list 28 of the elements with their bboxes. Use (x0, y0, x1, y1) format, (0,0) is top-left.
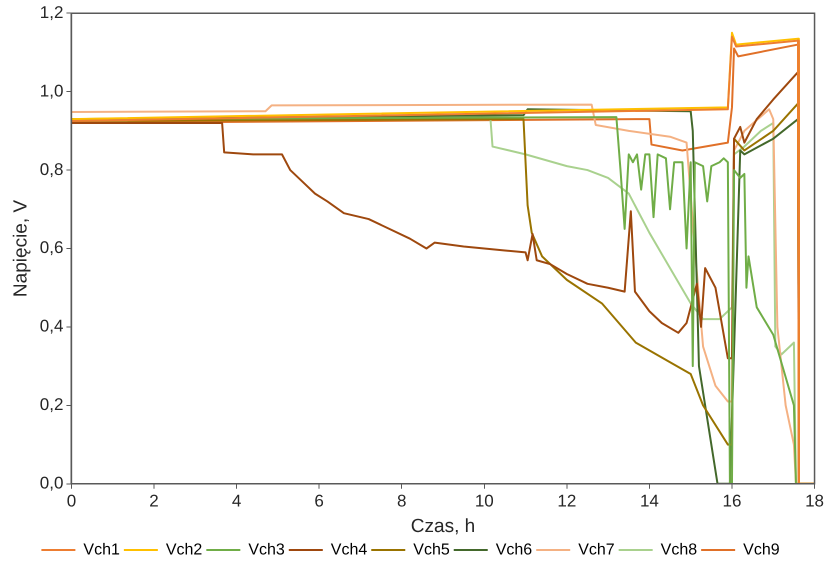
x-tick-label: 0 (66, 492, 76, 511)
y-tick-label: 0,4 (40, 316, 64, 336)
y-tick-label: 0,2 (40, 395, 64, 414)
x-tick-label: 8 (396, 492, 406, 511)
x-tick-label: 16 (722, 492, 742, 511)
y-tick-label: 0,0 (40, 473, 64, 492)
legend-label: Vch1 (83, 541, 120, 558)
y-tick-label: 0,6 (40, 238, 64, 258)
legend-label: Vch4 (330, 541, 368, 558)
x-tick-label: 6 (314, 492, 324, 511)
x-tick-label: 12 (557, 492, 576, 511)
y-axis-title: Napięcie, V (10, 200, 32, 298)
y-tick-label: 0,8 (40, 160, 64, 179)
legend-label: Vch2 (166, 541, 202, 558)
x-tick-label: 2 (149, 492, 159, 511)
legend-label: Vch3 (248, 541, 285, 558)
x-tick-label: 18 (805, 492, 824, 511)
legend-label: Vch8 (660, 541, 698, 558)
x-tick-label: 10 (474, 492, 494, 511)
x-tick-label: 4 (232, 492, 242, 511)
legend-label: Vch9 (743, 541, 780, 558)
legend-label: Vch6 (496, 541, 532, 558)
x-axis-title: Czas, h (410, 516, 476, 537)
legend-label: Vch7 (578, 541, 615, 558)
y-tick-label: 1,2 (40, 2, 64, 22)
legend-label: Vch5 (413, 541, 450, 558)
y-tick-label: 1,0 (40, 81, 64, 100)
x-tick-label: 14 (640, 492, 659, 511)
